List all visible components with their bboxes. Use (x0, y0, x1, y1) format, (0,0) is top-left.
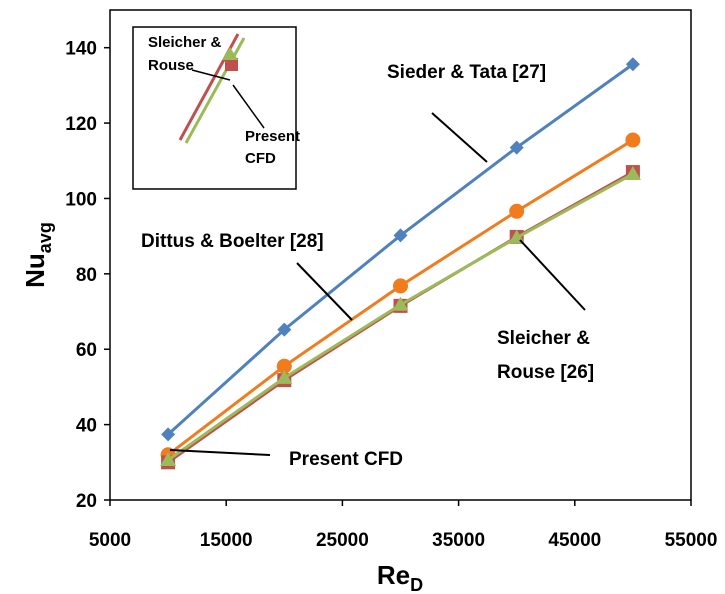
x-tick-label: 15000 (200, 530, 253, 551)
series-group (160, 57, 641, 470)
data-point (276, 358, 292, 374)
y-tick-label: 120 (65, 114, 97, 135)
data-point (624, 165, 641, 180)
annotation-label: Dittus & Boelter [28] (141, 231, 324, 252)
annotations: Sieder & Tata [27] Dittus & Boelter [28] S… (141, 62, 594, 470)
plot-frame (109, 9, 692, 501)
data-point (392, 296, 409, 311)
x-tick-label: 5000 (89, 530, 131, 551)
annotation-label: Present CFD (289, 449, 403, 470)
annotation-leader-line (169, 449, 271, 456)
annotation-label: Rouse [26] (497, 362, 594, 383)
annotation-label: Sieder & Tata [27] (387, 62, 546, 83)
x-tick-label: 45000 (548, 530, 601, 551)
inset-label: Present (245, 128, 300, 145)
inset-label: Sleicher & (148, 34, 222, 51)
y-axis-title: Nuavg (20, 222, 55, 288)
axis-titles: ReD Nuavg (20, 222, 423, 594)
annotation-leader-line (519, 239, 586, 311)
annotation-label: Sleicher & (497, 328, 590, 349)
annotation-leader-line (296, 262, 353, 321)
data-point (393, 278, 408, 294)
data-point (160, 452, 177, 467)
y-axis-title-main: Nu (20, 253, 50, 288)
x-tick-label: 25000 (316, 530, 369, 551)
data-point (161, 427, 176, 442)
y-tick-label: 40 (76, 416, 97, 437)
data-point (277, 322, 292, 337)
annotation-sieder: Sieder & Tata [27] (387, 62, 546, 163)
axis-ticks: 5000 15000 25000 35000 45000 55000 20 40 60 80 100… (65, 39, 717, 551)
data-point (625, 132, 641, 148)
data-point (509, 140, 524, 155)
y-tick-label: 20 (76, 491, 97, 512)
inset: Sleicher & Rouse Present CFD (132, 26, 300, 190)
x-tick-label: 35000 (432, 530, 485, 551)
x-axis-title: ReD (377, 560, 423, 594)
inset-frame (132, 26, 297, 190)
x-axis-title-sub: D (410, 575, 423, 594)
x-tick-label: 55000 (665, 530, 718, 551)
data-point (393, 228, 408, 243)
y-tick-label: 60 (76, 340, 97, 361)
inset-leader-cfd (232, 84, 265, 129)
annotation-dittus: Dittus & Boelter [28] (141, 231, 353, 321)
data-point (509, 203, 525, 219)
plot-area-border (109, 9, 692, 501)
data-point (625, 57, 640, 72)
inset-square-marker (225, 58, 238, 71)
inset-label: Rouse (148, 57, 194, 74)
inset-leader-sleicher (191, 69, 231, 81)
inset-label: CFD (245, 150, 276, 167)
data-point (276, 369, 293, 384)
y-tick-label: 140 (65, 39, 97, 60)
x-axis-title-main: Re (377, 560, 410, 590)
annotation-leader-line (431, 112, 488, 163)
annotation-cfd: Present CFD (169, 449, 403, 470)
y-axis-title-sub: avg (35, 222, 55, 253)
annotation-sleicher: Sleicher & Rouse [26] (497, 239, 594, 383)
inset-triangle-marker (222, 47, 238, 60)
series-sieder (161, 57, 640, 442)
y-tick-label: 80 (76, 265, 97, 286)
y-tick-label: 100 (65, 189, 97, 210)
